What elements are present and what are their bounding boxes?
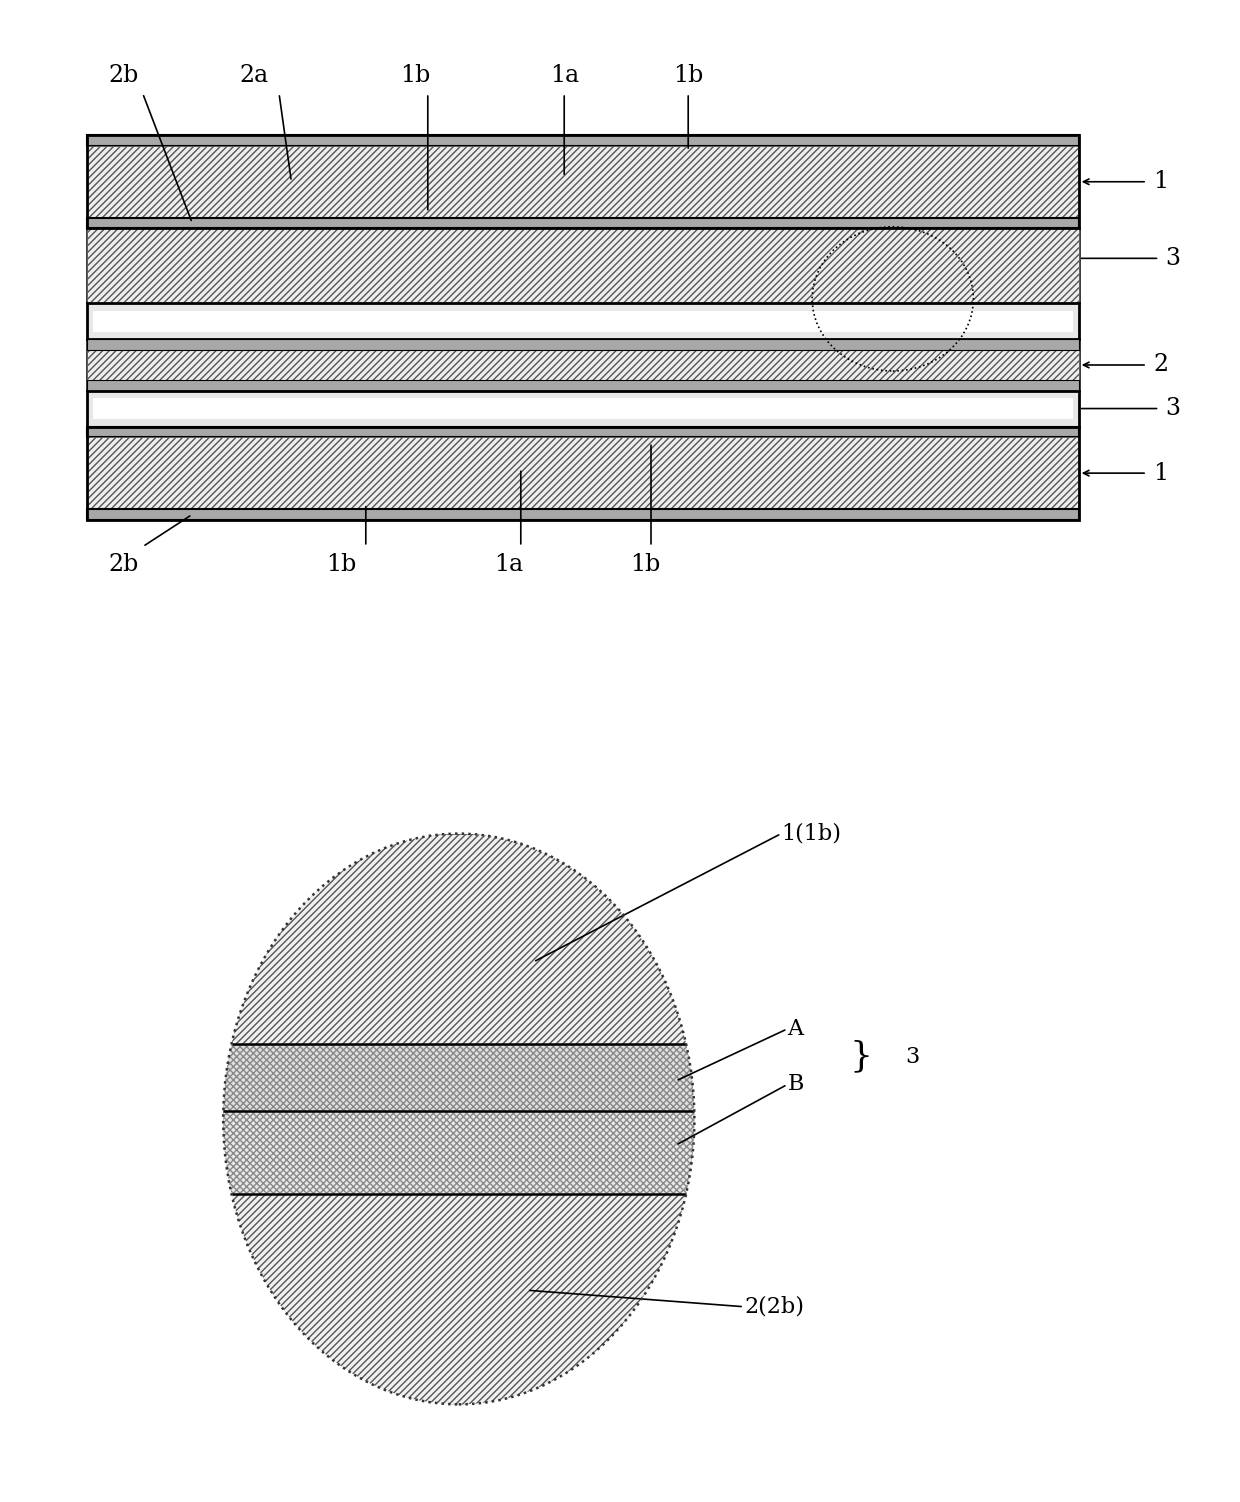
Bar — [87, 437, 1079, 509]
Bar — [87, 218, 1079, 228]
Text: }: } — [849, 1039, 873, 1074]
Text: 1a: 1a — [549, 63, 579, 87]
Bar — [87, 427, 1079, 437]
Bar — [87, 339, 1079, 391]
Bar — [87, 437, 1079, 509]
Bar — [87, 135, 1079, 228]
Text: 1a: 1a — [494, 553, 523, 577]
Bar — [87, 427, 1079, 520]
Bar — [87, 135, 1079, 146]
Text: 1b: 1b — [673, 63, 703, 87]
Text: 1b: 1b — [630, 553, 660, 577]
Bar — [87, 339, 1079, 350]
Text: 2(2b): 2(2b) — [744, 1296, 804, 1317]
Bar — [87, 339, 1079, 391]
Bar — [223, 1111, 694, 1194]
Text: 3: 3 — [905, 1045, 919, 1068]
Text: 3: 3 — [1166, 246, 1180, 270]
Bar — [93, 398, 1073, 419]
Text: 2b: 2b — [109, 63, 139, 87]
Bar — [87, 146, 1079, 218]
Text: 1(1b): 1(1b) — [781, 823, 841, 844]
Text: 2a: 2a — [239, 63, 269, 87]
Bar — [87, 228, 1079, 303]
Bar — [223, 1194, 694, 1404]
Text: 2b: 2b — [109, 553, 139, 577]
Text: 1: 1 — [1153, 170, 1168, 194]
Text: 3: 3 — [1166, 397, 1180, 421]
Text: 2: 2 — [1153, 353, 1168, 377]
Bar — [87, 228, 1079, 303]
Text: A: A — [787, 1018, 804, 1039]
Bar — [87, 303, 1079, 339]
Bar — [223, 834, 694, 1044]
Bar — [223, 1044, 694, 1111]
Bar — [87, 391, 1079, 427]
Text: B: B — [787, 1074, 804, 1095]
Bar — [87, 509, 1079, 520]
Text: 1b: 1b — [326, 553, 356, 577]
Bar — [87, 380, 1079, 391]
Text: 1: 1 — [1153, 461, 1168, 485]
Text: 1b: 1b — [401, 63, 430, 87]
Bar — [93, 311, 1073, 332]
Bar — [87, 146, 1079, 218]
